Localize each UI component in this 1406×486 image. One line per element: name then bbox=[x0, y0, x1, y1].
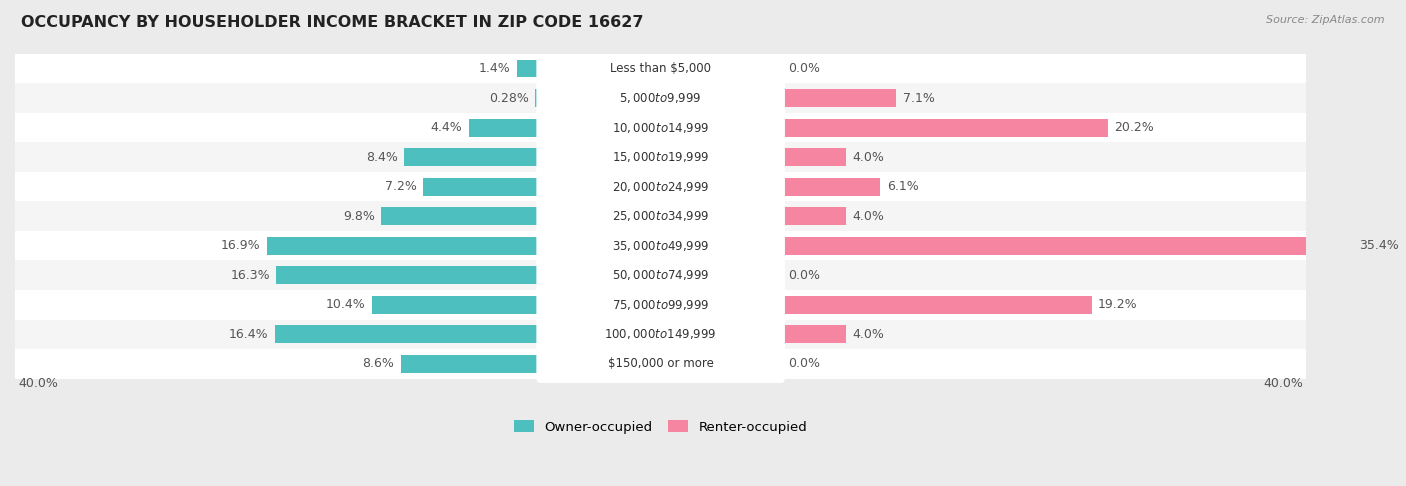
Text: $10,000 to $14,999: $10,000 to $14,999 bbox=[612, 121, 710, 135]
Text: 8.4%: 8.4% bbox=[366, 151, 398, 164]
Bar bbox=[371, 296, 540, 313]
Text: OCCUPANCY BY HOUSEHOLDER INCOME BRACKET IN ZIP CODE 16627: OCCUPANCY BY HOUSEHOLDER INCOME BRACKET … bbox=[21, 15, 644, 30]
Text: Less than $5,000: Less than $5,000 bbox=[610, 62, 711, 75]
Text: 0.0%: 0.0% bbox=[789, 62, 820, 75]
Text: 10.4%: 10.4% bbox=[326, 298, 366, 311]
Bar bbox=[15, 172, 1306, 202]
Text: $150,000 or more: $150,000 or more bbox=[607, 357, 714, 370]
Text: $25,000 to $34,999: $25,000 to $34,999 bbox=[612, 209, 710, 223]
Bar bbox=[401, 355, 540, 373]
Text: $75,000 to $99,999: $75,000 to $99,999 bbox=[612, 298, 710, 312]
FancyBboxPatch shape bbox=[536, 197, 785, 235]
FancyBboxPatch shape bbox=[536, 345, 785, 383]
Bar bbox=[782, 296, 1091, 313]
Text: 9.8%: 9.8% bbox=[343, 210, 375, 223]
FancyBboxPatch shape bbox=[536, 315, 785, 353]
FancyBboxPatch shape bbox=[536, 226, 785, 265]
Text: 35.4%: 35.4% bbox=[1360, 239, 1399, 252]
Bar bbox=[277, 266, 540, 284]
Bar bbox=[404, 148, 540, 166]
Text: $50,000 to $74,999: $50,000 to $74,999 bbox=[612, 268, 710, 282]
Text: 7.2%: 7.2% bbox=[385, 180, 418, 193]
FancyBboxPatch shape bbox=[536, 108, 785, 147]
Bar bbox=[536, 89, 540, 107]
Text: 0.28%: 0.28% bbox=[489, 92, 529, 104]
Text: 8.6%: 8.6% bbox=[363, 357, 394, 370]
Bar bbox=[267, 237, 540, 255]
Text: 0.0%: 0.0% bbox=[789, 269, 820, 282]
Text: 20.2%: 20.2% bbox=[1114, 121, 1154, 134]
Bar bbox=[15, 260, 1306, 290]
Text: 16.3%: 16.3% bbox=[231, 269, 270, 282]
Text: $100,000 to $149,999: $100,000 to $149,999 bbox=[605, 327, 717, 341]
Bar bbox=[468, 119, 540, 137]
Legend: Owner-occupied, Renter-occupied: Owner-occupied, Renter-occupied bbox=[509, 415, 813, 439]
Bar bbox=[782, 119, 1108, 137]
Bar bbox=[782, 148, 846, 166]
Text: 6.1%: 6.1% bbox=[887, 180, 918, 193]
Text: 40.0%: 40.0% bbox=[18, 377, 58, 390]
Text: 16.9%: 16.9% bbox=[221, 239, 260, 252]
Bar bbox=[381, 208, 540, 225]
Text: 40.0%: 40.0% bbox=[1263, 377, 1303, 390]
Bar bbox=[15, 84, 1306, 113]
Bar bbox=[517, 60, 540, 77]
Text: $15,000 to $19,999: $15,000 to $19,999 bbox=[612, 150, 710, 164]
Text: $5,000 to $9,999: $5,000 to $9,999 bbox=[620, 91, 702, 105]
Bar bbox=[782, 89, 896, 107]
Text: 19.2%: 19.2% bbox=[1098, 298, 1137, 311]
FancyBboxPatch shape bbox=[536, 138, 785, 176]
Text: 4.0%: 4.0% bbox=[852, 151, 884, 164]
FancyBboxPatch shape bbox=[536, 79, 785, 117]
Text: $20,000 to $24,999: $20,000 to $24,999 bbox=[612, 180, 710, 194]
Bar bbox=[15, 290, 1306, 319]
Bar bbox=[423, 178, 540, 195]
Bar bbox=[782, 326, 846, 343]
FancyBboxPatch shape bbox=[536, 256, 785, 295]
Text: 4.0%: 4.0% bbox=[852, 210, 884, 223]
Text: 4.0%: 4.0% bbox=[852, 328, 884, 341]
Bar bbox=[15, 113, 1306, 142]
Text: 7.1%: 7.1% bbox=[903, 92, 935, 104]
Text: $35,000 to $49,999: $35,000 to $49,999 bbox=[612, 239, 710, 253]
Text: 0.0%: 0.0% bbox=[789, 357, 820, 370]
Bar bbox=[782, 237, 1353, 255]
FancyBboxPatch shape bbox=[536, 168, 785, 206]
Bar bbox=[782, 178, 880, 195]
Bar bbox=[276, 326, 540, 343]
Bar bbox=[15, 319, 1306, 349]
FancyBboxPatch shape bbox=[536, 286, 785, 324]
Text: Source: ZipAtlas.com: Source: ZipAtlas.com bbox=[1267, 15, 1385, 25]
Bar bbox=[15, 349, 1306, 379]
Bar bbox=[15, 231, 1306, 260]
Text: 1.4%: 1.4% bbox=[479, 62, 510, 75]
FancyBboxPatch shape bbox=[536, 50, 785, 88]
Bar bbox=[782, 208, 846, 225]
Bar bbox=[15, 142, 1306, 172]
Text: 4.4%: 4.4% bbox=[430, 121, 463, 134]
Text: 16.4%: 16.4% bbox=[229, 328, 269, 341]
Bar bbox=[15, 202, 1306, 231]
Bar bbox=[15, 54, 1306, 84]
